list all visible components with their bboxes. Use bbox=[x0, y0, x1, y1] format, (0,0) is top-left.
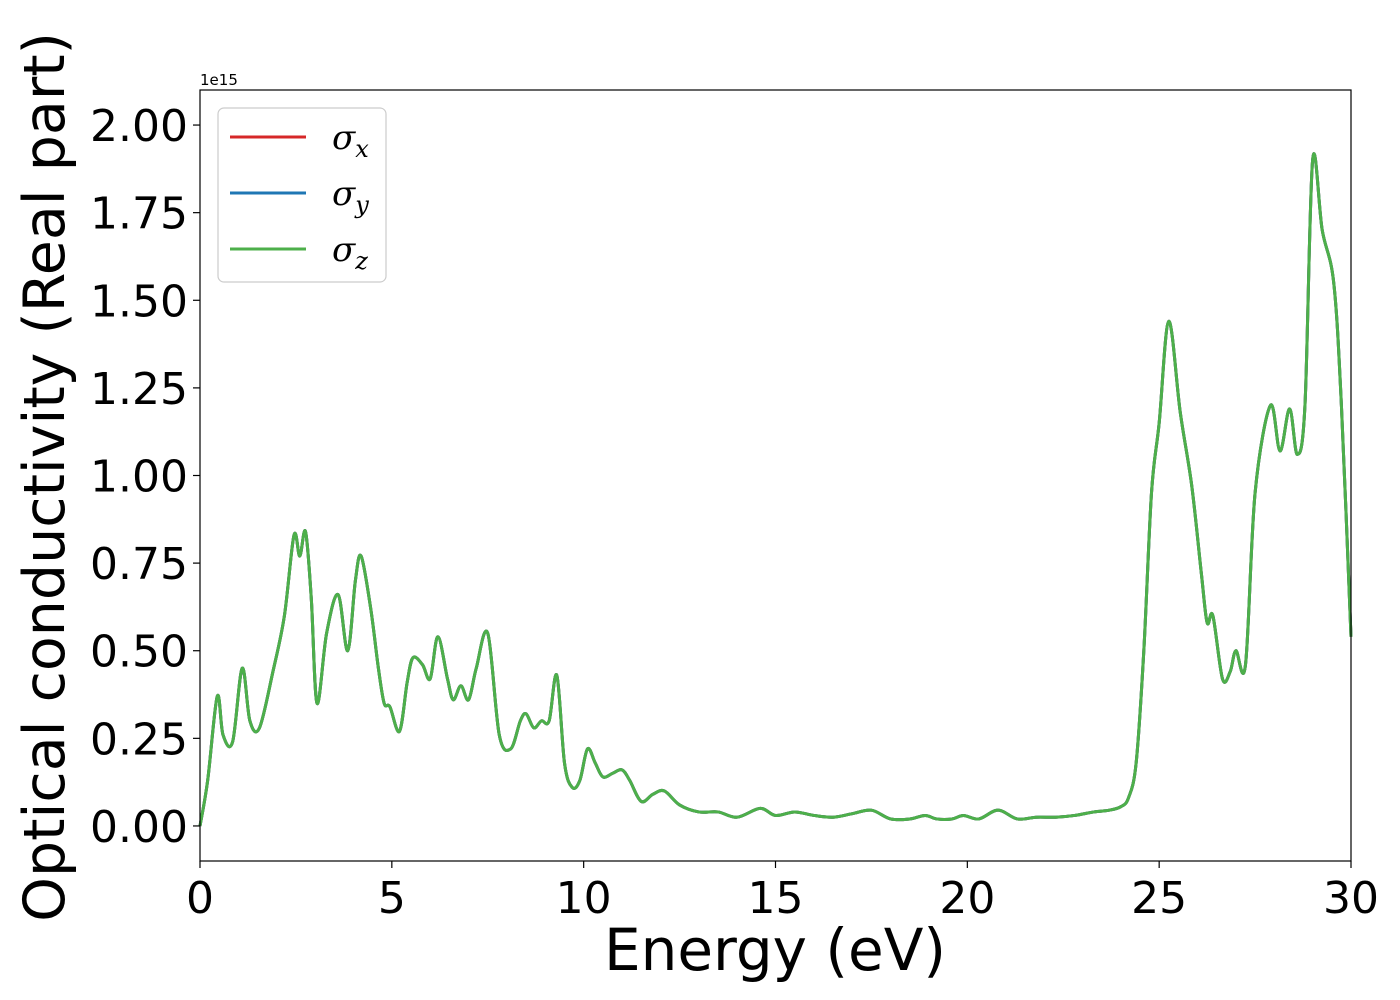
y-tick-label: 0.75 bbox=[90, 539, 188, 590]
legend-label-sigma-x: σx bbox=[332, 118, 369, 163]
y-tick-label: 1.50 bbox=[90, 276, 188, 327]
x-tick-label: 30 bbox=[1323, 873, 1379, 924]
series-line-sigma-z bbox=[198, 152, 1353, 827]
y-tick-label: 2.00 bbox=[90, 101, 188, 152]
x-tick-label: 25 bbox=[1131, 873, 1187, 924]
y-offset-label: 1e15 bbox=[200, 71, 238, 89]
legend-items: σx σy σz bbox=[230, 118, 369, 275]
y-tick-label: 0.50 bbox=[90, 627, 188, 678]
legend: σx σy σz bbox=[217, 107, 387, 283]
y-tick-label: 1.00 bbox=[90, 452, 188, 503]
y-axis-label: Optical conductivity (Real part) bbox=[12, 32, 78, 922]
x-tick-label: 15 bbox=[748, 873, 804, 924]
x-tick-label: 0 bbox=[186, 873, 214, 924]
series-layer bbox=[198, 152, 1353, 827]
y-tick-label: 1.25 bbox=[90, 364, 188, 415]
x-tick-label: 20 bbox=[939, 873, 995, 924]
y-tick-label: 0.25 bbox=[90, 714, 188, 765]
y-tick-label: 1.75 bbox=[90, 189, 188, 240]
x-tick-label: 5 bbox=[378, 873, 406, 924]
x-axis-label: Energy (eV) bbox=[604, 916, 946, 984]
legend-box bbox=[217, 107, 387, 283]
legend-label-sigma-y: σy bbox=[332, 174, 369, 219]
y-axis-ticks: 0.00 0.25 0.50 0.75 1.00 1.25 1.50 1.75 2.00 bbox=[90, 101, 200, 853]
plot-frame bbox=[199, 89, 1352, 862]
y-tick-label: 0.00 bbox=[90, 802, 188, 853]
x-axis-ticks: 0 5 10 15 20 25 30 bbox=[186, 861, 1379, 924]
legend-label-sigma-z: σz bbox=[332, 230, 368, 275]
x-tick-label: 10 bbox=[556, 873, 612, 924]
